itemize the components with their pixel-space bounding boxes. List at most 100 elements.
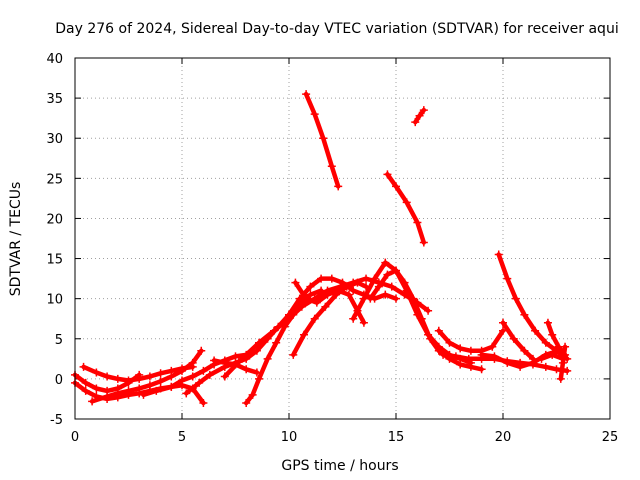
data-point xyxy=(79,362,88,371)
data-point xyxy=(528,358,537,367)
data-point xyxy=(353,278,362,287)
data-point xyxy=(456,344,465,353)
data-point xyxy=(334,286,343,295)
x-tick-label: 20 xyxy=(495,430,512,445)
data-point xyxy=(312,298,321,307)
data-point xyxy=(439,350,448,359)
plot-frame xyxy=(74,57,611,420)
series-s5 xyxy=(141,352,249,398)
data-point xyxy=(402,198,411,207)
data-point xyxy=(103,392,112,401)
data-point xyxy=(323,290,332,299)
data-point xyxy=(419,106,428,115)
series-s3-markers xyxy=(79,362,197,385)
data-point xyxy=(145,381,154,390)
y-tick-label: 40 xyxy=(46,52,63,67)
data-point xyxy=(255,338,264,347)
data-point xyxy=(285,310,293,319)
y-tick-label: 20 xyxy=(46,212,63,227)
data-point xyxy=(537,354,546,363)
data-point xyxy=(383,170,392,179)
x-tick-label: 10 xyxy=(281,430,298,445)
data-point xyxy=(302,294,311,303)
data-point xyxy=(563,366,572,375)
data-point xyxy=(503,274,512,283)
data-point xyxy=(92,368,101,377)
data-point xyxy=(124,376,133,385)
data-point xyxy=(199,366,208,375)
data-point xyxy=(195,378,204,387)
y-tick-label: 0 xyxy=(55,373,63,388)
data-point xyxy=(242,365,251,374)
data-point xyxy=(124,386,133,395)
series-s21-markers xyxy=(499,318,537,363)
data-point xyxy=(477,365,486,374)
series-s16 xyxy=(385,172,427,245)
data-point xyxy=(413,218,422,227)
data-point xyxy=(182,389,191,398)
y-tick-label: 15 xyxy=(46,253,63,268)
series-s4-markers xyxy=(88,346,206,406)
data-series xyxy=(71,90,572,407)
series-s15 xyxy=(303,91,341,189)
y-axis-label: SDTVAR / TECUs xyxy=(8,182,24,297)
y-tick-label: -5 xyxy=(50,413,63,428)
series-s23 xyxy=(545,320,568,358)
data-point xyxy=(366,294,375,303)
data-point xyxy=(178,376,186,385)
data-point xyxy=(342,282,351,291)
data-point xyxy=(426,334,435,343)
data-point xyxy=(302,90,311,99)
data-point xyxy=(552,365,561,374)
data-point xyxy=(543,318,552,327)
data-point xyxy=(509,334,518,343)
series-s20 xyxy=(496,252,570,362)
data-point xyxy=(456,360,465,369)
data-point xyxy=(419,238,428,247)
data-point xyxy=(270,326,279,335)
data-point xyxy=(516,362,525,371)
data-point xyxy=(139,390,148,399)
data-point xyxy=(561,342,570,351)
data-point xyxy=(541,362,550,371)
data-point xyxy=(199,398,208,407)
series-s21 xyxy=(500,320,536,362)
data-point xyxy=(210,356,219,365)
data-point xyxy=(156,369,165,378)
data-point xyxy=(317,274,326,283)
series-s12-markers xyxy=(291,278,368,327)
data-point xyxy=(156,377,165,386)
series-s13-markers xyxy=(349,258,475,367)
data-point xyxy=(464,354,473,363)
axis-ticks: 0 5 10 15 20 25 -5 0 5 10 15 20 25 30 35 40 xyxy=(46,52,618,445)
data-point xyxy=(381,258,390,267)
data-point xyxy=(494,250,503,259)
data-point xyxy=(113,374,122,383)
data-point xyxy=(306,282,315,291)
series-s16-markers xyxy=(383,170,428,247)
data-point xyxy=(237,354,246,363)
data-point xyxy=(178,366,186,375)
data-point xyxy=(88,397,97,406)
data-point xyxy=(263,354,272,363)
data-point xyxy=(255,374,264,383)
data-point xyxy=(558,354,567,363)
data-point xyxy=(220,372,229,381)
data-point xyxy=(327,274,336,283)
data-point xyxy=(103,372,112,381)
data-point xyxy=(359,318,368,327)
y-tick-label: 35 xyxy=(46,92,63,107)
data-point xyxy=(81,378,90,387)
data-point xyxy=(327,162,336,171)
data-point xyxy=(417,314,426,323)
data-point xyxy=(349,286,358,295)
data-point xyxy=(434,346,443,355)
series-s19-markers xyxy=(439,350,572,375)
data-point xyxy=(167,382,176,391)
data-point xyxy=(113,389,122,398)
data-point xyxy=(319,134,328,143)
data-point xyxy=(383,270,392,279)
data-point xyxy=(135,374,144,383)
data-point xyxy=(197,346,206,355)
